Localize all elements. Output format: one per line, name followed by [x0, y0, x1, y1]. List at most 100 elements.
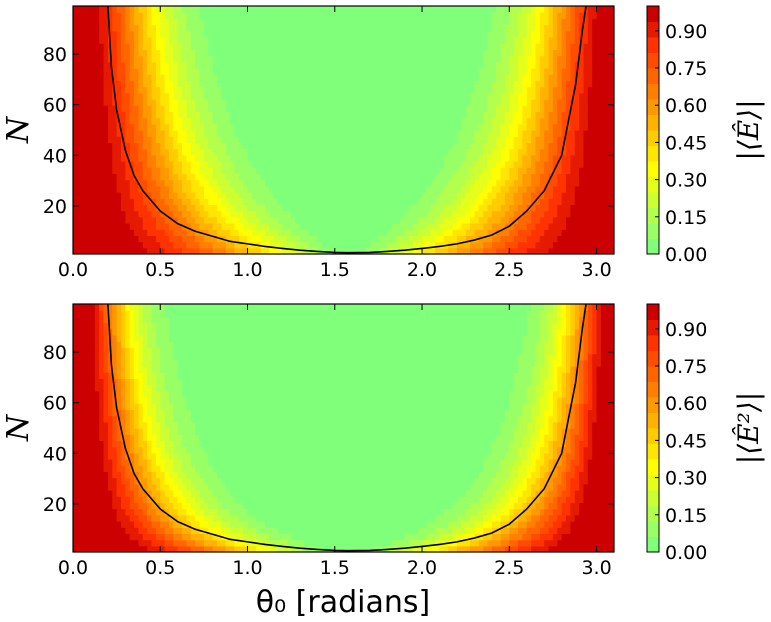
heatmap-cell — [173, 24, 179, 32]
heatmap-cell — [509, 136, 515, 143]
heatmap-cell — [408, 192, 414, 199]
heatmap-cell — [609, 18, 614, 26]
heatmap-cell — [73, 92, 78, 100]
heatmap-cell — [470, 130, 475, 137]
heatmap-cell — [299, 148, 305, 156]
heatmap-cell — [173, 123, 179, 131]
heatmap-cell — [125, 142, 131, 150]
heatmap-cell — [312, 241, 318, 249]
heatmap-cell — [116, 223, 122, 230]
heatmap-cell — [456, 148, 462, 156]
heatmap-cell — [208, 55, 214, 63]
heatmap-cell — [544, 154, 550, 162]
heatmap-cell — [522, 235, 528, 243]
heatmap-cell — [513, 86, 519, 94]
heatmap-cell — [387, 223, 393, 230]
heatmap-cell — [513, 167, 519, 174]
heatmap-cell — [535, 223, 541, 230]
heatmap-cell — [321, 235, 327, 243]
heatmap-cell — [509, 210, 515, 218]
heatmap-cell — [129, 99, 135, 106]
heatmap-cell — [116, 74, 122, 81]
heatmap-cell — [317, 235, 323, 243]
heatmap-cell — [456, 6, 462, 13]
heatmap-cell — [544, 192, 550, 199]
heatmap-cell — [347, 105, 353, 112]
heatmap-cell — [500, 130, 506, 137]
heatmap-cell — [230, 142, 236, 150]
heatmap-cell — [566, 30, 571, 38]
heatmap-cell — [478, 210, 484, 218]
heatmap-cell — [77, 173, 83, 181]
heatmap-cell — [426, 49, 432, 57]
heatmap-cell — [308, 80, 314, 88]
heatmap-cell — [592, 161, 598, 168]
heatmap-cell — [500, 123, 506, 131]
heatmap-cell — [395, 192, 401, 199]
heatmap-cell — [465, 92, 471, 100]
heatmap-cell — [483, 92, 489, 100]
heatmap-cell — [90, 37, 96, 44]
heatmap-cell — [177, 130, 183, 137]
heatmap-cell — [539, 30, 545, 38]
heatmap-cell — [99, 74, 105, 81]
heatmap-cell — [103, 247, 109, 254]
heatmap-cell — [360, 223, 366, 230]
heatmap-cell — [470, 185, 475, 193]
heatmap-cell — [317, 74, 323, 81]
heatmap-cell — [452, 161, 458, 168]
heatmap-cell — [465, 148, 471, 156]
heatmap-cell — [400, 12, 406, 19]
heatmap-cell — [465, 216, 471, 224]
heatmap-cell — [483, 148, 489, 156]
heatmap-cell — [474, 247, 480, 254]
heatmap-cell — [448, 24, 454, 32]
heatmap-cell — [356, 80, 362, 88]
heatmap-cell — [522, 173, 528, 181]
heatmap-cell — [86, 123, 92, 131]
heatmap-cell — [99, 216, 105, 224]
heatmap-cell — [426, 223, 432, 230]
heatmap-cell — [317, 185, 323, 193]
heatmap-cell — [417, 111, 423, 119]
heatmap-cell — [199, 86, 205, 94]
heatmap-cell — [190, 92, 196, 100]
heatmap-cell — [518, 43, 523, 50]
heatmap-cell — [422, 43, 427, 50]
heatmap-cell — [321, 68, 327, 75]
heatmap-cell — [77, 210, 83, 218]
heatmap-cell — [129, 136, 135, 143]
heatmap-cell — [81, 18, 87, 26]
heatmap-cell — [269, 43, 275, 50]
heatmap-cell — [557, 229, 563, 236]
heatmap-cell — [356, 198, 362, 205]
heatmap-cell — [77, 235, 83, 243]
heatmap-cell — [465, 136, 471, 143]
heatmap-cell — [561, 241, 567, 249]
heatmap-cell — [230, 173, 236, 181]
heatmap-cell — [483, 130, 489, 137]
heatmap-cell — [456, 229, 462, 236]
heatmap-cell — [496, 105, 502, 112]
heatmap-cell — [365, 117, 371, 125]
heatmap-cell — [596, 179, 602, 187]
heatmap-cell — [574, 55, 580, 63]
heatmap-cell — [395, 61, 401, 69]
heatmap-cell — [225, 6, 231, 13]
heatmap-cell — [574, 192, 580, 199]
heatmap-cell — [574, 198, 580, 205]
heatmap-cell — [548, 136, 554, 143]
heatmap-cell — [452, 18, 458, 26]
heatmap-cell — [99, 154, 105, 162]
heatmap-cell — [443, 148, 449, 156]
heatmap-cell — [339, 136, 345, 143]
heatmap-cell — [474, 161, 480, 168]
heatmap-cell — [107, 123, 113, 131]
heatmap-cell — [583, 235, 589, 243]
heatmap-cell — [465, 154, 471, 162]
heatmap-cell — [334, 229, 340, 236]
heatmap-cell — [120, 24, 126, 32]
heatmap-cell — [94, 111, 100, 119]
heatmap-cell — [230, 179, 236, 187]
heatmap-cell — [208, 198, 214, 205]
